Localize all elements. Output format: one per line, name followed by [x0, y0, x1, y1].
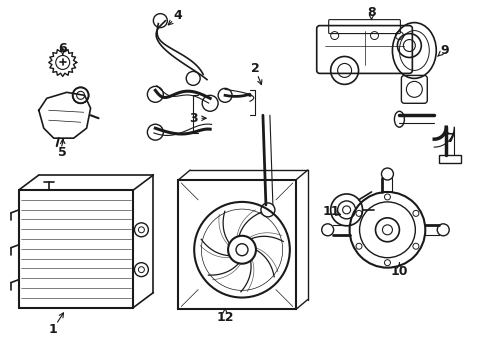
Text: 9: 9	[440, 44, 448, 57]
Text: 7: 7	[446, 132, 455, 145]
Text: 8: 8	[367, 6, 376, 19]
Bar	[439, 155, 461, 163]
Text: 11: 11	[323, 205, 341, 219]
Text: 10: 10	[391, 265, 408, 278]
Text: 5: 5	[58, 145, 67, 159]
Text: 4: 4	[174, 9, 183, 22]
Bar	[178, 180, 296, 310]
Text: 3: 3	[189, 112, 197, 125]
Text: 6: 6	[58, 42, 67, 55]
Text: 1: 1	[49, 323, 57, 336]
Text: 2: 2	[250, 62, 259, 75]
Text: 12: 12	[216, 311, 234, 324]
